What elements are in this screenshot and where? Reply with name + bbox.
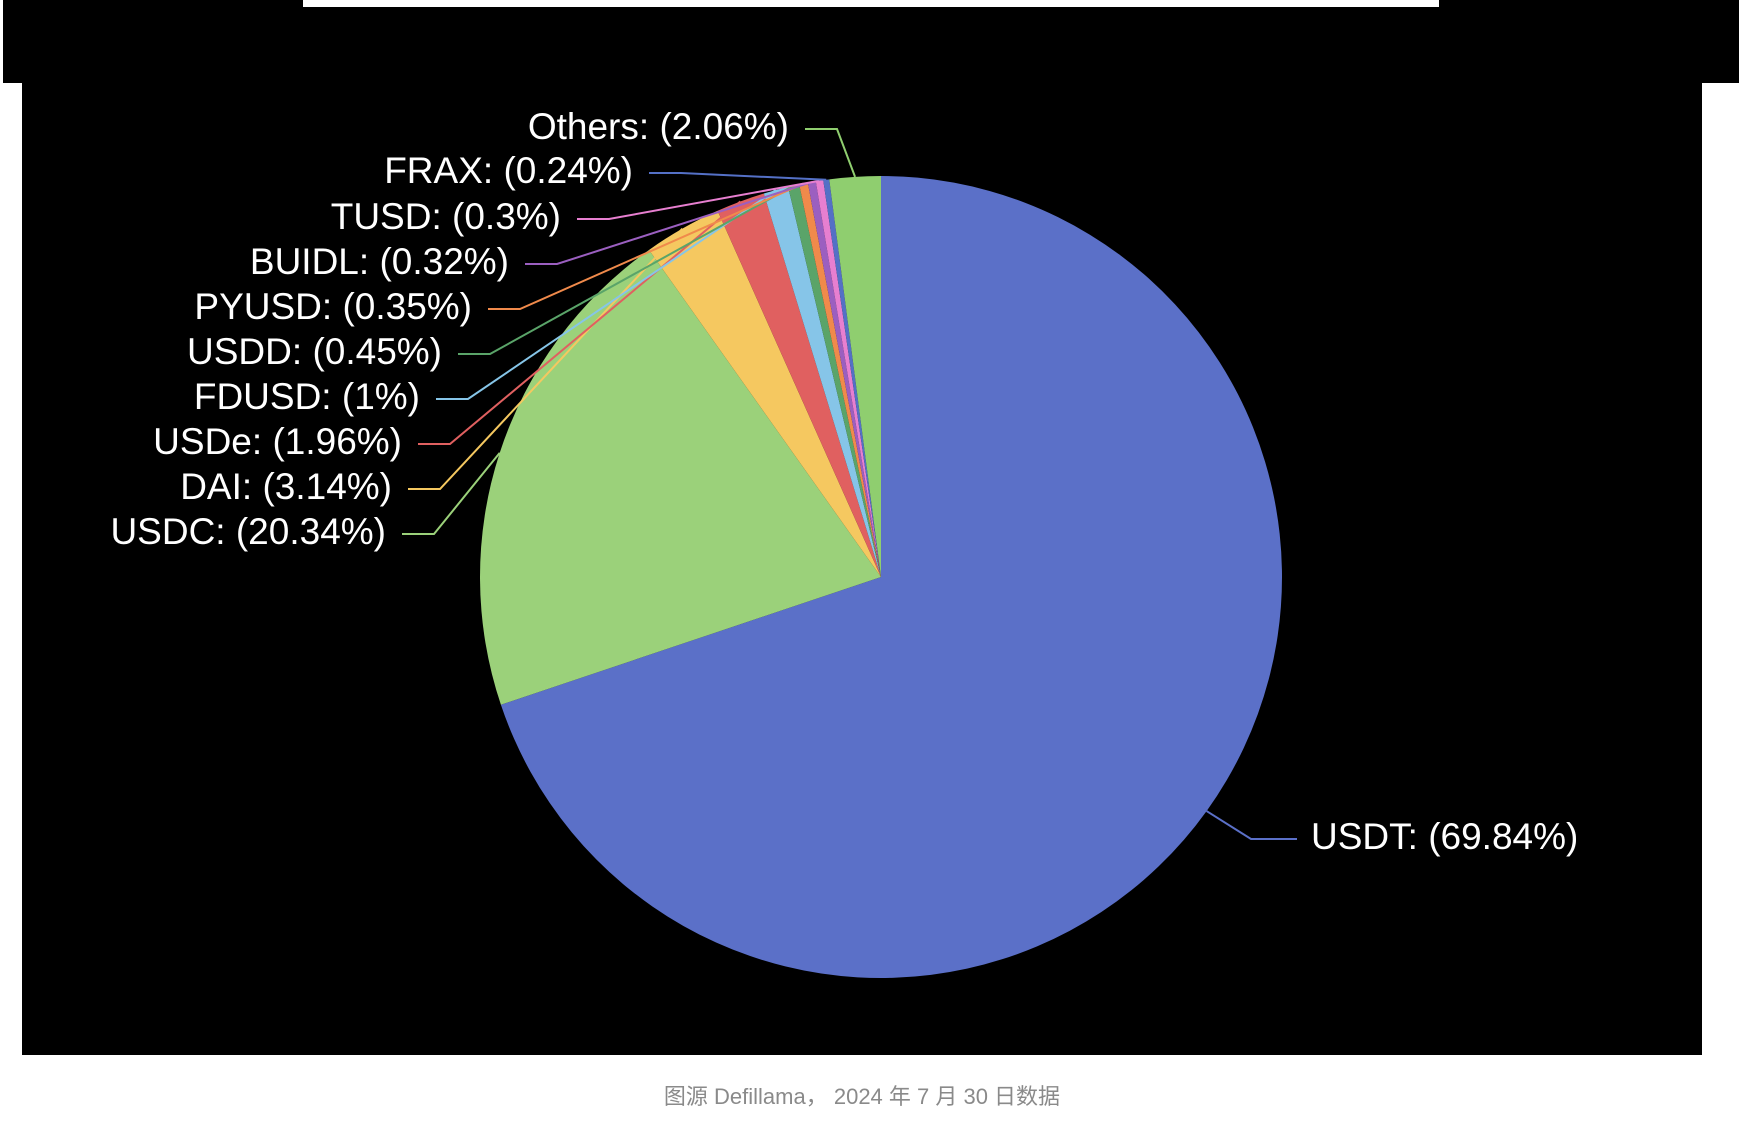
header-gap (303, 0, 1439, 7)
leader-line (805, 128, 857, 178)
pie-slice (763, 186, 881, 577)
pie-slice (829, 176, 881, 577)
header-bar (3, 0, 1739, 83)
slice-label: BUIDL: (0.32%) (250, 241, 509, 282)
pie-slice (823, 179, 881, 577)
label-name: PYUSD: (194, 286, 332, 327)
label-value: (1%) (342, 376, 420, 417)
leader-line (1206, 810, 1297, 840)
label-name: USDC: (110, 511, 225, 552)
slice-label: USDT: (69.84%) (1311, 816, 1578, 857)
pie-slice (807, 181, 881, 578)
label-value: (3.14%) (262, 466, 392, 507)
label-name: Others: (528, 106, 649, 147)
label-value: (0.32%) (379, 241, 509, 282)
slice-label: TUSD: (0.3%) (331, 196, 561, 237)
label-value: (20.34%) (236, 511, 386, 552)
leader-line (402, 452, 501, 535)
leader-line (577, 179, 820, 220)
label-value: (0.3%) (452, 196, 561, 237)
label-value: (69.84%) (1428, 816, 1578, 857)
label-value: (1.96%) (272, 421, 402, 462)
slice-label: USDC: (20.34%) (110, 511, 386, 552)
label-name: FDUSD: (194, 376, 332, 417)
label-name: USDD: (187, 331, 302, 372)
pie-slice (815, 180, 881, 577)
leader-line (436, 189, 777, 400)
caption: 图源 Defillama， 2024 年 7 月 30 日数据 (664, 1084, 1060, 1109)
label-value: (0.35%) (342, 286, 472, 327)
pie-slice (480, 249, 881, 705)
label-name: FRAX: (384, 150, 493, 191)
pie-slice (717, 193, 881, 577)
pie-slice (799, 182, 881, 577)
label-value: (0.45%) (312, 331, 442, 372)
leader-line (488, 182, 804, 310)
slice-label: DAI: (3.14%) (180, 466, 392, 507)
label-name: USDT: (1311, 816, 1418, 857)
slice-label: PYUSD: (0.35%) (194, 286, 472, 327)
label-value: (0.24%) (503, 150, 633, 191)
label-name: USDe: (153, 421, 262, 462)
slice-label: FRAX: (0.24%) (384, 150, 633, 191)
label-value: (2.06%) (659, 106, 789, 147)
slice-label: USDD: (0.45%) (187, 331, 442, 372)
slice-label: FDUSD: (1%) (194, 376, 420, 417)
label-name: TUSD: (331, 196, 442, 237)
slice-label: Others: (2.06%) (528, 106, 789, 147)
pie-slice (788, 184, 881, 577)
label-name: DAI: (180, 466, 252, 507)
leader-line (418, 200, 742, 445)
leader-line (649, 172, 827, 181)
pie-slice (648, 210, 881, 577)
leader-line (525, 181, 813, 265)
slice-label: USDe: (1.96%) (153, 421, 402, 462)
leader-line (458, 184, 795, 355)
label-name: BUIDL: (250, 241, 369, 282)
pie-slice (500, 176, 1282, 979)
leader-line (408, 227, 684, 490)
